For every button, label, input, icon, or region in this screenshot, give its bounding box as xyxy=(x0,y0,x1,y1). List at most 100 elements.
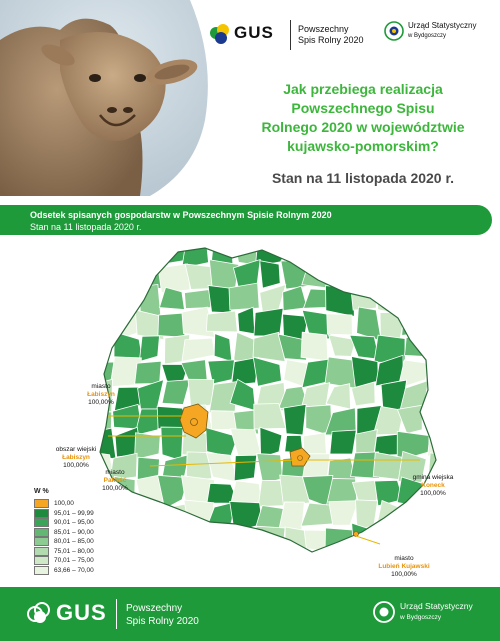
gmina-unit xyxy=(111,283,140,316)
legend-item: 63,66 – 70,00 xyxy=(34,565,94,576)
legend-label: 95,01 – 99,99 xyxy=(54,509,94,517)
gmina-unit xyxy=(100,306,114,336)
gmina-unit xyxy=(399,287,431,312)
gmina-unit xyxy=(373,527,408,549)
gmina-unit xyxy=(184,288,214,309)
gmina-unit xyxy=(422,261,436,293)
gmina-unit xyxy=(373,248,400,260)
legend-item: 95,01 – 99,99 xyxy=(34,508,94,519)
gmina-unit xyxy=(138,526,162,552)
highlight-pakosc xyxy=(297,455,303,461)
anno-place: Pakość xyxy=(103,477,127,484)
legend-title: W % xyxy=(34,488,49,495)
gmina-unit xyxy=(252,331,286,363)
annotation-pakosc: miasto Pakość 100,00% xyxy=(90,469,140,493)
gmina-unit xyxy=(160,426,184,462)
gmina-unit xyxy=(397,450,427,483)
anno-value: 100,00% xyxy=(391,571,417,578)
banner-title: Odsetek spisanych gospodarstw w Powszech… xyxy=(30,210,332,220)
gmina-unit xyxy=(424,358,436,389)
gmina-unit xyxy=(278,501,305,531)
headline-line3: Rolnego 2020 w województwie xyxy=(261,119,465,135)
gmina-unit xyxy=(329,429,357,455)
urzad-line1: Urząd Statystyczny xyxy=(408,21,477,30)
gmina-unit xyxy=(349,283,377,311)
footer-urzad-logo: Urząd Statystyczny w Bydgoszczy xyxy=(372,598,473,626)
gmina-unit xyxy=(231,356,259,386)
gmina-unit xyxy=(324,248,356,270)
gmina-unit xyxy=(327,261,355,289)
gmina-unit xyxy=(108,524,141,552)
gmina-unit xyxy=(136,501,162,531)
anno-type: miasto xyxy=(91,383,111,390)
gmina-unit xyxy=(109,262,137,293)
legend-label: 85,01 – 90,00 xyxy=(54,528,94,536)
gmina-unit xyxy=(372,262,401,291)
map-legend: W % 100,00 95,01 – 99,99 90,01 – 95,00 8… xyxy=(34,488,94,575)
footer-bar: GUS Powszechny Spis Rolny 2020 Urząd Sta… xyxy=(0,587,500,641)
legend-item: 80,01 – 85,00 xyxy=(34,537,94,547)
footer-gus-logo-icon xyxy=(27,602,50,623)
footer-gus-logo: GUS xyxy=(26,600,107,626)
gmina-unit xyxy=(109,356,142,388)
gmina-unit xyxy=(233,409,260,435)
gmina-unit xyxy=(326,313,353,336)
legend-label: 75,01 – 80,00 xyxy=(54,547,94,555)
anno-place: Koneck xyxy=(421,482,445,489)
footer-urzad-line1: Urząd Statystyczny xyxy=(400,601,473,611)
gmina-unit xyxy=(156,546,191,552)
gmina-unit xyxy=(207,359,235,385)
gmina-unit xyxy=(134,309,165,341)
gmina-unit xyxy=(237,306,256,335)
psr-line2: Spis Rolny 2020 xyxy=(298,35,364,45)
gmina-unit xyxy=(213,333,233,363)
anno-type: obszar wiejski xyxy=(55,446,97,453)
gmina-unit xyxy=(278,547,311,552)
gmina-unit xyxy=(377,287,407,315)
gmina-unit xyxy=(228,282,260,311)
footer-gus-text: GUS xyxy=(56,600,107,625)
gmina-unit xyxy=(100,331,117,362)
gmina-unit xyxy=(100,288,113,315)
gmina-unit xyxy=(109,452,138,481)
anno-place: Lubień Kujawski xyxy=(378,563,430,570)
gmina-unit xyxy=(300,331,329,362)
gmina-unit xyxy=(328,500,359,526)
gmina-unit xyxy=(133,248,167,270)
gmina-unit xyxy=(158,286,185,310)
region-border xyxy=(99,247,437,553)
anno-value: 100,00% xyxy=(420,490,446,497)
footer-urzad-emblem-icon xyxy=(373,601,395,623)
legend-swatch xyxy=(34,546,49,556)
gmina-unit xyxy=(257,549,285,552)
gus-logo: GUS xyxy=(208,22,274,44)
urzad-text: Urząd Statystyczny w Bydgoszczy xyxy=(408,21,476,41)
gmina-unit xyxy=(236,549,256,552)
legend-swatch xyxy=(34,556,49,566)
legend-item: 75,01 – 80,00 xyxy=(34,546,94,557)
annotation-labiszyn-town: miasto Łabiszyn 100,00% xyxy=(76,383,126,407)
legend-item: 100,00 xyxy=(34,499,94,509)
gmina-unit xyxy=(397,268,430,288)
gmina-unit xyxy=(182,550,213,552)
gmina-unit xyxy=(181,528,215,551)
footer-urzad-line2: w Bydgoszczy xyxy=(400,614,442,621)
gmina-unit xyxy=(138,335,160,363)
legend-swatch xyxy=(34,508,49,518)
legend-label: 70,01 – 75,00 xyxy=(54,557,94,565)
sheep-illustration xyxy=(0,0,208,196)
legend-label: 63,66 – 70,00 xyxy=(54,566,94,574)
gmina-unit xyxy=(100,248,114,269)
gmina-unit xyxy=(252,356,282,387)
gmina-unit xyxy=(259,426,283,459)
highlight-labiszyn-town xyxy=(190,418,198,426)
annotation-labiszyn-rural: obszar wiejski Łabiszyn 100,00% xyxy=(36,446,116,470)
headline: Jak przebiega realizacja Powszechnego Sp… xyxy=(238,80,488,156)
legend-swatch xyxy=(34,537,49,547)
headline-line2: Powszechnego Spisu xyxy=(291,100,435,116)
choropleth-map xyxy=(99,247,437,553)
banner-subtitle: Stan na 11 listopada 2020 r. xyxy=(30,222,142,232)
psr-logo-text: Powszechny Spis Rolny 2020 xyxy=(298,24,364,46)
gus-logo-icon xyxy=(208,22,230,44)
gmina-unit xyxy=(157,263,191,294)
